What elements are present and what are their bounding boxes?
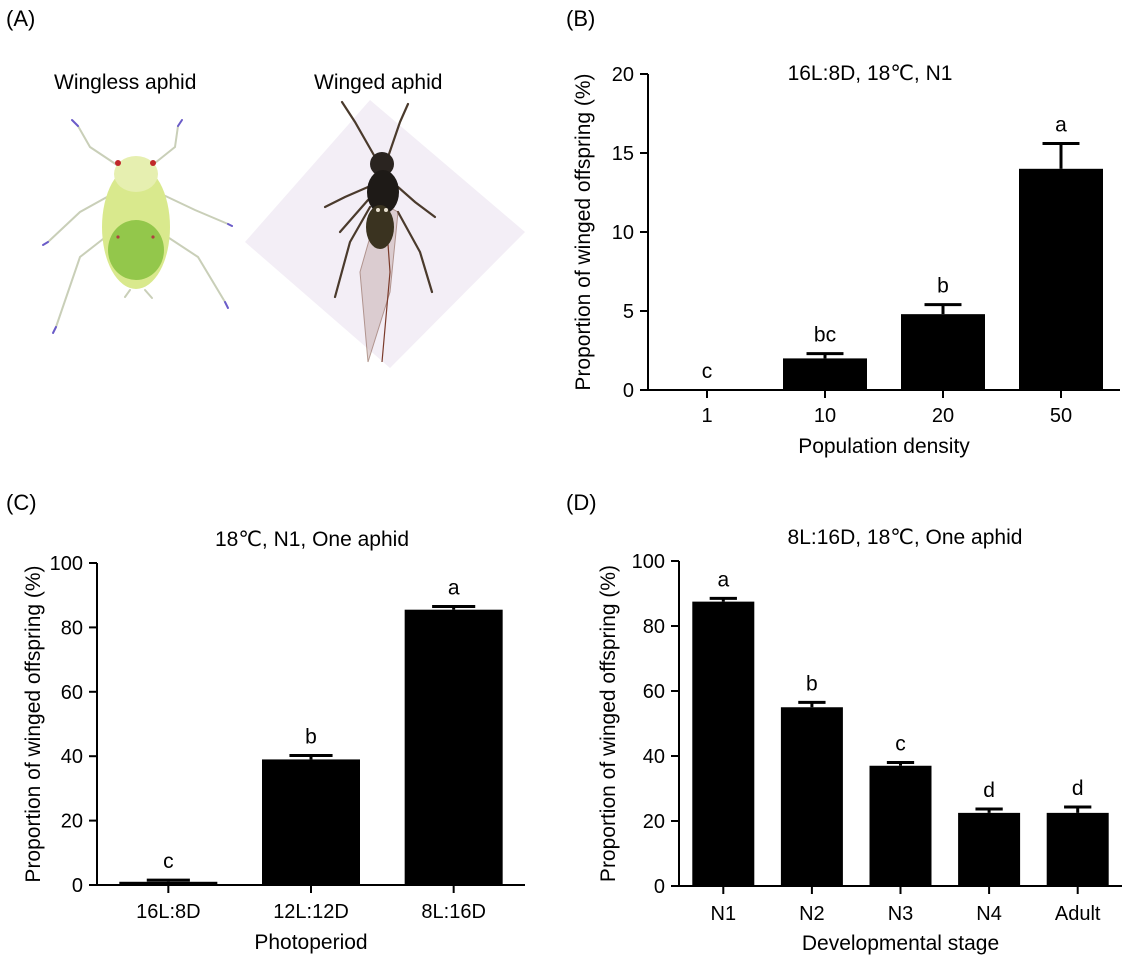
panel-d-letter: (D): [566, 490, 597, 515]
chart-b-ytick-label: 15: [612, 143, 634, 165]
chart-b-xlabel: Population density: [798, 435, 970, 458]
chart-b-ytick-label: 0: [623, 380, 634, 402]
chart-d-ytick-label: 0: [654, 876, 665, 898]
chart-c-ytick-label: 100: [50, 553, 83, 575]
chart-c-title: 18℃, N1, One aphid: [215, 528, 409, 551]
chart-d-significance-letter: b: [806, 672, 818, 695]
chart-b-significance-letter: a: [1055, 114, 1067, 137]
chart-c-bar: [262, 759, 360, 885]
chart-d-title: 8L:16D, 18℃, One aphid: [788, 526, 1023, 549]
chart-c-group: 18℃, N1, One aphid 0 20 40 60 80 100Proportion…: [22, 528, 525, 954]
chart-d-significance-letter: c: [895, 733, 906, 756]
chart-b-xtick-label: 20: [932, 405, 954, 427]
chart-b-significance-letter: b: [937, 275, 949, 298]
chart-c-ytick-label: 80: [61, 617, 83, 639]
chart-d-ytick-label: 80: [643, 616, 665, 638]
chart-d-bar: [869, 765, 932, 886]
chart-c-xlabel: Photoperiod: [254, 931, 367, 954]
chart-b-xtick-label: 1: [701, 405, 712, 427]
chart-b-group: 16L:8D, 18℃, N1 0 5 10 15 20 Proportion of win…: [572, 62, 1120, 458]
chart-c-xtick-label: 16L:8D: [136, 901, 201, 923]
winged-aphid-label: Winged aphid: [314, 71, 443, 94]
wingless-aphid-label: Wingless aphid: [54, 71, 197, 94]
chart-b-xtick-label: 10: [814, 405, 836, 427]
chart-c-ytick-label: 60: [61, 682, 83, 704]
chart-d-bar: [958, 812, 1021, 886]
chart-d-ylabel: Proportion of winged offspring (%): [597, 565, 620, 882]
chart-d-ytick-label: 40: [643, 746, 665, 768]
chart-d-xtick-label: Adult: [1055, 903, 1101, 925]
chart-b-significance-letter: bc: [814, 324, 836, 347]
chart-d-xtick-label: N1: [711, 903, 737, 925]
chart-d-ytick-label: 60: [643, 681, 665, 703]
wingless-abdomen: [108, 220, 164, 280]
winged-aphid-image: [245, 100, 525, 368]
chart-b-bar: [1019, 168, 1103, 390]
chart-d-xlabel: Developmental stage: [802, 932, 999, 955]
chart-c-significance-letter: b: [305, 726, 317, 749]
panel-b-letter: (B): [566, 6, 596, 31]
chart-c-ylabel: Proportion of winged offspring (%): [22, 565, 45, 882]
chart-b-ylabel: Proportion of winged offspring (%): [572, 73, 595, 390]
wingless-aphid-image: [42, 119, 233, 334]
winged-thorax: [367, 170, 399, 214]
chart-d-significance-letter: a: [717, 568, 729, 591]
chart-d-xtick-label: N3: [888, 903, 914, 925]
chart-b-bar: [665, 389, 749, 390]
chart-c-ytick-label: 0: [72, 875, 83, 897]
chart-d-bar: [1046, 812, 1109, 886]
chart-b-significance-letter: c: [702, 360, 713, 383]
chart-c-significance-letter: a: [448, 576, 460, 599]
chart-d-group: 8L:16D, 18℃, One aphid 0 20 40 60 80 100 Propor…: [597, 526, 1122, 955]
panel-c-letter: (C): [6, 490, 37, 515]
chart-b-ytick-label: 10: [612, 222, 634, 244]
chart-d-ytick-label: 20: [643, 811, 665, 833]
chart-b-ytick-label: 5: [623, 301, 634, 323]
chart-d-significance-letter: d: [1072, 777, 1084, 800]
chart-c-xtick-label: 12L:12D: [273, 901, 349, 923]
chart-c-xtick-label: 8L:16D: [421, 901, 486, 923]
panel-a-letter: (A): [6, 6, 36, 31]
winged-abdomen: [366, 205, 394, 249]
chart-d-significance-letter: d: [983, 779, 995, 802]
chart-c-ytick-label: 40: [61, 746, 83, 768]
chart-c-significance-letter: c: [163, 850, 174, 873]
chart-c-ytick-label: 20: [61, 811, 83, 833]
chart-d-xtick-label: N2: [799, 903, 825, 925]
chart-d-bar: [692, 601, 755, 886]
chart-b-bar: [783, 358, 867, 390]
chart-c-bar: [404, 609, 503, 885]
chart-b-title: 16L:8D, 18℃, N1: [788, 62, 953, 85]
chart-d-ytick-label: 100: [632, 551, 665, 573]
chart-b-ytick-label: 20: [612, 64, 634, 86]
chart-d-bar: [780, 707, 843, 886]
chart-d-xtick-label: N4: [976, 903, 1002, 925]
chart-b-xtick-label: 50: [1050, 405, 1072, 427]
chart-b-bar: [901, 314, 985, 390]
chart-c-bar: [119, 881, 218, 885]
